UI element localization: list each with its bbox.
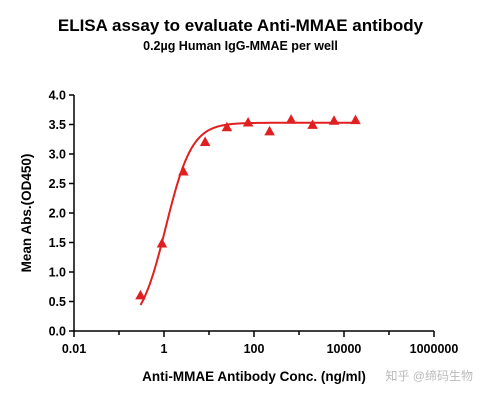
x-axis-title: Anti-MMAE Antibody Conc. (ng/ml) — [142, 369, 366, 384]
y-tick-label: 0.5 — [49, 295, 66, 309]
data-points-layer — [135, 114, 361, 300]
y-tick-label: 2.0 — [49, 207, 66, 221]
data-point — [285, 114, 297, 124]
y-tick-label: 1.0 — [49, 266, 66, 280]
y-tick-label: 3.0 — [49, 148, 66, 162]
axes — [73, 95, 434, 332]
data-point — [242, 117, 254, 127]
data-point — [328, 115, 340, 125]
watermark: 知乎 @缔码生物 — [385, 369, 473, 383]
x-ticks: 0.01 1 100 10000 1000000 — [62, 331, 459, 356]
data-point — [221, 121, 233, 132]
y-ticks: 0.0 0.5 1.0 1.5 2.0 2.5 3.0 3.5 4.0 — [49, 89, 74, 339]
data-point — [199, 136, 211, 146]
y-tick-label: 4.0 — [49, 89, 66, 103]
y-tick-label: 2.5 — [49, 177, 66, 191]
chart-title: ELISA assay to evaluate Anti-MMAE antibo… — [57, 16, 424, 35]
fit-curve-layer — [139, 121, 356, 306]
data-point — [178, 166, 189, 176]
x-tick-label: 0.01 — [62, 342, 86, 356]
data-point — [350, 114, 361, 125]
data-point — [135, 289, 146, 300]
data-point — [264, 125, 275, 136]
y-tick-label: 3.5 — [49, 118, 66, 132]
y-tick-label: 0.0 — [49, 325, 66, 339]
data-point — [156, 237, 168, 248]
data-point — [307, 119, 318, 129]
y-tick-label: 1.5 — [49, 236, 66, 250]
x-tick-label: 10000 — [327, 342, 362, 356]
fit-curve — [139, 121, 356, 306]
y-axis-title: Mean Abs.(OD450) — [19, 154, 34, 273]
chart-subtitle: 0.2µg Human IgG-MMAE per well — [143, 39, 338, 53]
x-tick-label: 1000000 — [410, 342, 459, 356]
x-tick-label: 100 — [244, 342, 265, 356]
x-tick-label: 1 — [161, 342, 168, 356]
